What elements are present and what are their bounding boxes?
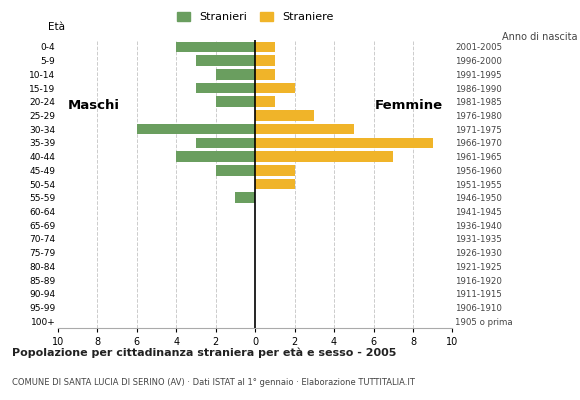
Text: Maschi: Maschi — [68, 99, 120, 112]
Bar — [255, 69, 275, 80]
Bar — [255, 179, 295, 189]
Bar — [255, 55, 275, 66]
Bar — [255, 151, 393, 162]
Bar — [216, 165, 255, 176]
Bar — [255, 96, 275, 107]
Text: Anno di nascita: Anno di nascita — [502, 32, 577, 42]
Bar — [137, 124, 255, 134]
Bar — [216, 69, 255, 80]
Bar — [255, 165, 295, 176]
Bar — [196, 138, 255, 148]
Text: COMUNE DI SANTA LUCIA DI SERINO (AV) · Dati ISTAT al 1° gennaio · Elaborazione T: COMUNE DI SANTA LUCIA DI SERINO (AV) · D… — [12, 378, 415, 387]
Bar — [255, 138, 433, 148]
Bar — [255, 124, 354, 134]
Bar — [235, 192, 255, 203]
Legend: Stranieri, Straniere: Stranieri, Straniere — [172, 8, 338, 27]
Bar — [216, 96, 255, 107]
Text: Popolazione per cittadinanza straniera per età e sesso - 2005: Popolazione per cittadinanza straniera p… — [12, 348, 396, 358]
Text: Età: Età — [48, 22, 65, 32]
Text: Femmine: Femmine — [375, 99, 443, 112]
Bar — [176, 151, 255, 162]
Bar — [255, 42, 275, 52]
Bar — [196, 83, 255, 93]
Bar — [196, 55, 255, 66]
Bar — [255, 83, 295, 93]
Bar — [255, 110, 314, 121]
Bar — [176, 42, 255, 52]
